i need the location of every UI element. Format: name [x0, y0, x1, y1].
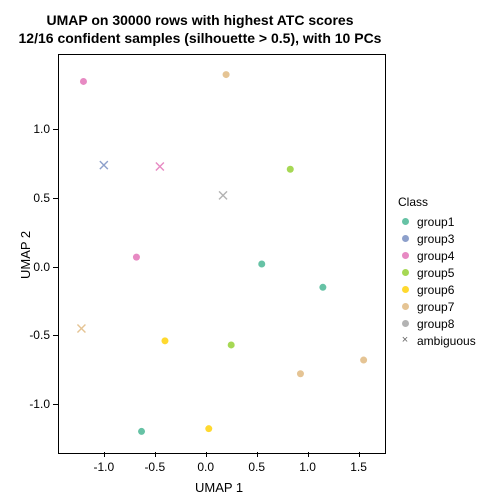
scatter-point	[223, 71, 230, 78]
scatter-point	[319, 284, 326, 291]
scatter-point	[287, 166, 294, 173]
legend-swatch	[398, 249, 412, 263]
legend-swatch	[398, 232, 412, 246]
legend-marker-icon	[402, 320, 409, 327]
x-tick-label: 1.0	[299, 460, 316, 474]
legend-label: group6	[417, 283, 454, 297]
legend-marker-icon: ×	[402, 335, 408, 346]
x-tick-mark	[308, 452, 309, 457]
legend: Class group1group3group4group5group6grou…	[398, 195, 476, 349]
y-tick-mark	[53, 129, 58, 130]
scatter-point	[161, 337, 168, 344]
legend-swatch	[398, 215, 412, 229]
legend-label: group3	[417, 232, 454, 246]
legend-item: group5	[398, 264, 476, 281]
x-tick-mark	[257, 452, 258, 457]
legend-title: Class	[398, 195, 476, 209]
legend-item: group8	[398, 315, 476, 332]
x-tick-label: 0.5	[248, 460, 265, 474]
scatter-point	[133, 254, 140, 261]
legend-item: group6	[398, 281, 476, 298]
legend-swatch	[398, 300, 412, 314]
x-tick-mark	[206, 452, 207, 457]
y-tick-label: -0.5	[24, 328, 50, 342]
y-tick-mark	[53, 198, 58, 199]
x-tick-mark	[155, 452, 156, 457]
legend-item: group4	[398, 247, 476, 264]
scatter-point	[100, 161, 108, 169]
legend-label: ambiguous	[417, 334, 476, 348]
scatter-point	[297, 370, 304, 377]
legend-marker-icon	[402, 235, 409, 242]
legend-swatch	[398, 266, 412, 280]
scatter-point	[80, 78, 87, 85]
y-tick-mark	[53, 335, 58, 336]
legend-label: group4	[417, 249, 454, 263]
umap-scatter-chart: UMAP on 30000 rows with highest ATC scor…	[0, 0, 504, 504]
legend-item: × ambiguous	[398, 332, 476, 349]
y-tick-label: 1.0	[24, 122, 50, 136]
scatter-point	[228, 341, 235, 348]
x-axis-label: UMAP 1	[195, 480, 243, 495]
legend-item: group3	[398, 230, 476, 247]
scatter-point	[205, 425, 212, 432]
legend-item: group1	[398, 213, 476, 230]
legend-label: group8	[417, 317, 454, 331]
x-tick-label: -0.5	[144, 460, 165, 474]
x-tick-label: 0.0	[197, 460, 214, 474]
legend-label: group1	[417, 215, 454, 229]
legend-marker-icon	[402, 286, 409, 293]
legend-swatch: ×	[398, 334, 412, 348]
y-tick-mark	[53, 404, 58, 405]
scatter-point	[258, 260, 265, 267]
y-tick-mark	[53, 267, 58, 268]
legend-marker-icon	[402, 303, 409, 310]
legend-label: group7	[417, 300, 454, 314]
legend-marker-icon	[402, 252, 409, 259]
y-tick-label: 0.0	[24, 260, 50, 274]
scatter-point	[156, 163, 164, 171]
scatter-point	[138, 428, 145, 435]
legend-label: group5	[417, 266, 454, 280]
scatter-point	[360, 357, 367, 364]
legend-item: group7	[398, 298, 476, 315]
x-tick-mark	[359, 452, 360, 457]
legend-swatch	[398, 283, 412, 297]
x-tick-mark	[104, 452, 105, 457]
y-tick-label: 0.5	[24, 191, 50, 205]
legend-items: group1 group3 group4 group5 group6 group7 grou…	[398, 213, 476, 349]
x-tick-label: -1.0	[94, 460, 115, 474]
legend-swatch	[398, 317, 412, 331]
legend-marker-icon	[402, 269, 409, 276]
y-tick-label: -1.0	[24, 397, 50, 411]
scatter-point	[219, 191, 227, 199]
legend-marker-icon	[402, 218, 409, 225]
x-tick-label: 1.5	[350, 460, 367, 474]
scatter-point	[77, 324, 85, 332]
